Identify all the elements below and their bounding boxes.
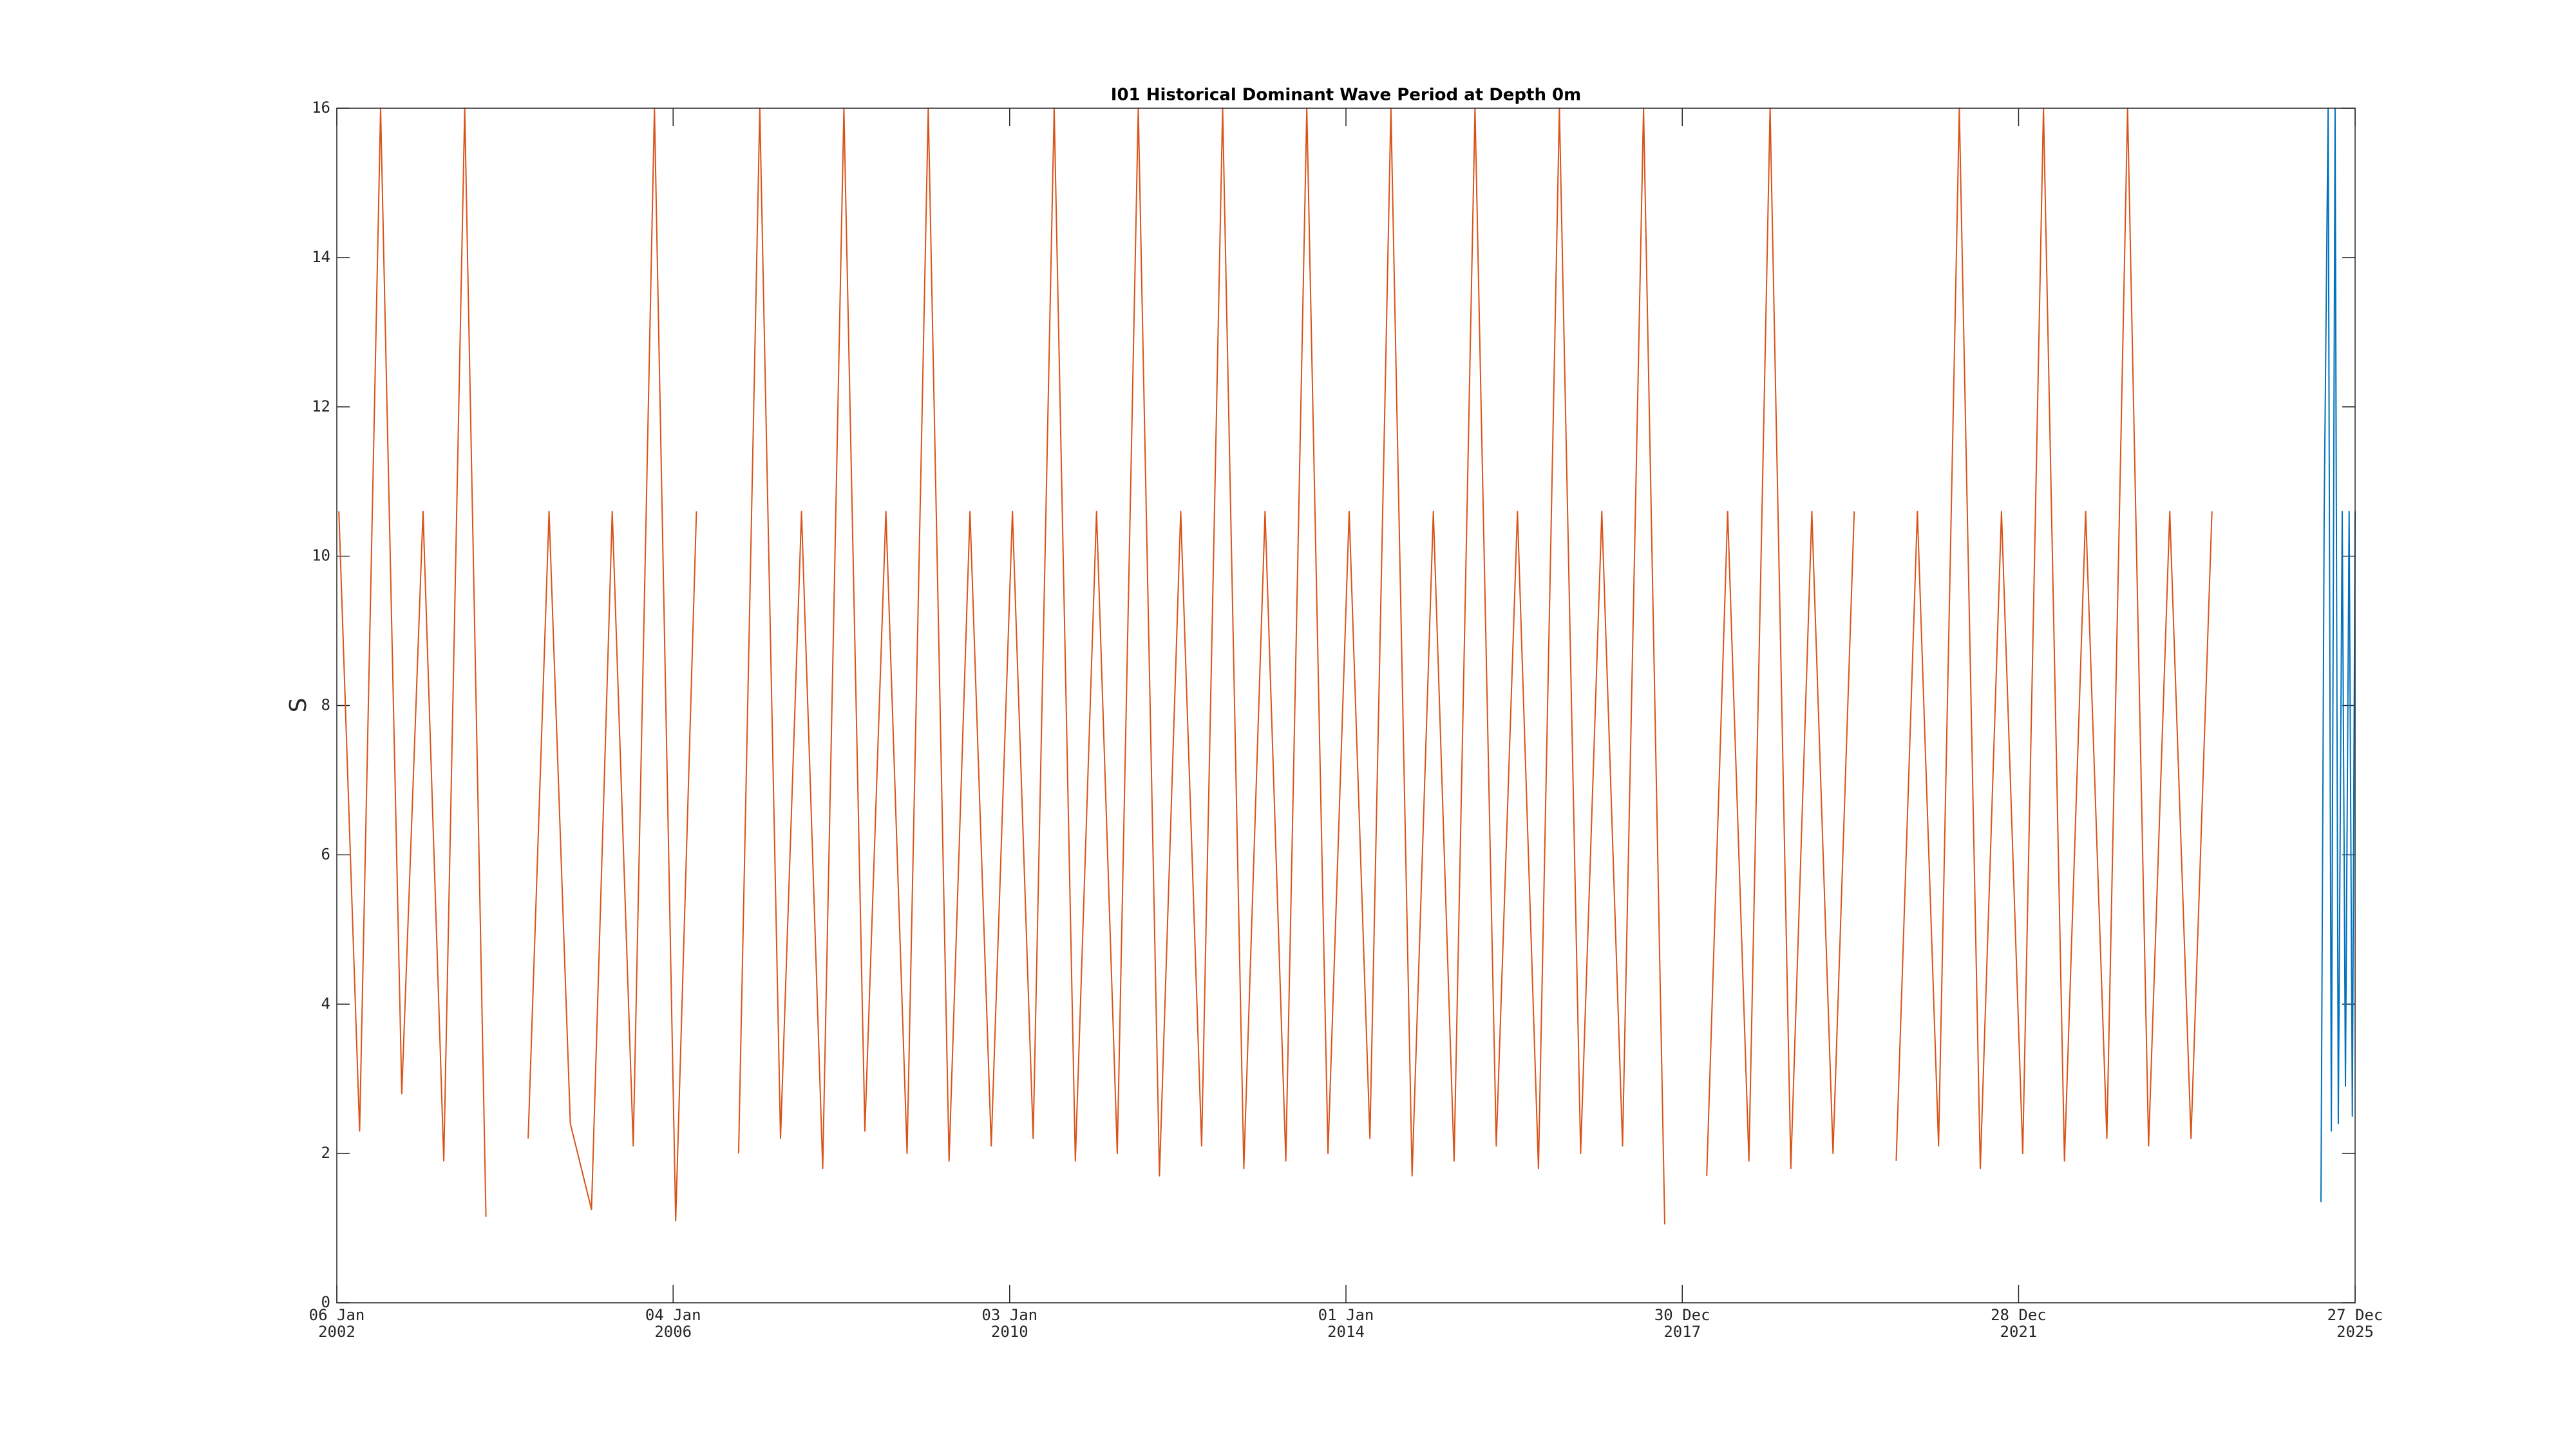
x-tick-label: 03 Jan	[981, 1306, 1037, 1324]
x-tick-label: 28 Dec	[1991, 1306, 2047, 1324]
x-tick-label: 2010	[991, 1323, 1028, 1341]
x-tick-label: 27 Dec	[2327, 1306, 2383, 1324]
x-tick-label: 2017	[1663, 1323, 1701, 1341]
y-tick-label: 4	[321, 994, 330, 1012]
x-tick-label: 04 Jan	[645, 1306, 701, 1324]
y-tick-label: 12	[312, 397, 330, 415]
y-axis-label: S	[285, 698, 312, 713]
x-tick-label: 01 Jan	[1318, 1306, 1374, 1324]
plot-frame	[336, 108, 2356, 1303]
y-tick-label: 10	[312, 547, 330, 565]
x-tick-label: 2021	[2000, 1323, 2038, 1341]
y-tick-label: 16	[312, 99, 330, 117]
data-line	[338, 108, 487, 1217]
x-tick-label: 2002	[318, 1323, 355, 1341]
y-tick-label: 6	[321, 845, 330, 863]
data-line	[1706, 108, 1855, 1176]
y-tick-label: 8	[321, 696, 330, 714]
data-line	[527, 108, 697, 1222]
x-tick-label: 2014	[1327, 1323, 1365, 1341]
x-tick-label: 2025	[2336, 1323, 2374, 1341]
x-tick-label: 06 Jan	[309, 1306, 365, 1324]
chart-title: I01 Historical Dominant Wave Period at D…	[1111, 86, 1581, 105]
y-tick-label: 0	[321, 1293, 330, 1311]
x-tick-label: 30 Dec	[1654, 1306, 1710, 1324]
data-line	[737, 108, 1665, 1225]
y-tick-label: 14	[312, 248, 330, 266]
data-line	[2320, 108, 2356, 1202]
x-tick-label: 2006	[654, 1323, 692, 1341]
data-line	[1895, 108, 2213, 1170]
y-tick-label: 2	[321, 1144, 330, 1162]
